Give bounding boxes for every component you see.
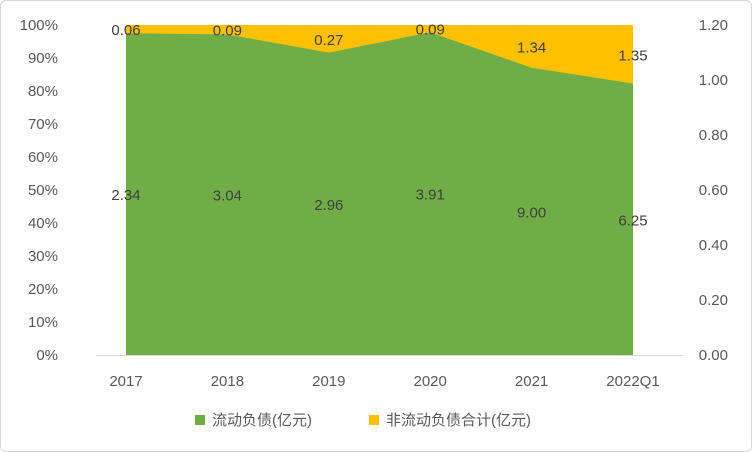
- legend-swatch-current: [195, 415, 205, 425]
- x-tick-label: 2022Q1: [606, 373, 659, 390]
- x-tick-label: 2019: [312, 373, 345, 390]
- data-label-current: 3.04: [213, 188, 242, 205]
- y-right-tick-label: 0.00: [699, 347, 728, 364]
- y-left-tick-label: 70%: [28, 116, 58, 133]
- data-label-noncurrent: 0.09: [416, 22, 445, 39]
- x-tick-label: 2017: [109, 373, 142, 390]
- legend-swatch-noncurrent: [369, 415, 379, 425]
- y-right-tick-label: 0.20: [699, 292, 728, 309]
- data-label-current: 2.96: [314, 197, 343, 214]
- legend-label-noncurrent: 非流动负债合计(亿元): [386, 412, 531, 429]
- x-tick-label: 2021: [515, 373, 548, 390]
- data-label-current: 6.25: [618, 212, 647, 229]
- y-left-tick-label: 40%: [28, 215, 58, 232]
- y-left-tick-label: 0%: [36, 347, 58, 364]
- y-right-tick-label: 0.40: [699, 237, 728, 254]
- y-left-tick-label: 10%: [28, 314, 58, 331]
- data-label-current: 9.00: [517, 204, 546, 221]
- data-label-noncurrent: 0.09: [213, 23, 242, 40]
- y-left-tick-label: 60%: [28, 149, 58, 166]
- y-left-tick-label: 20%: [28, 281, 58, 298]
- area-series-current-liabilities: [126, 32, 633, 356]
- data-label-noncurrent: 1.34: [517, 39, 546, 56]
- data-label-noncurrent: 1.35: [618, 47, 647, 64]
- y-left-tick-label: 30%: [28, 248, 58, 265]
- y-left-tick-label: 50%: [28, 182, 58, 199]
- data-label-current: 3.91: [416, 187, 445, 204]
- x-tick-label: 2018: [211, 373, 244, 390]
- y-left-tick-label: 90%: [28, 50, 58, 67]
- data-label-noncurrent: 0.06: [111, 22, 140, 39]
- data-label-noncurrent: 0.27: [314, 32, 343, 49]
- y-left-tick-label: 80%: [28, 83, 58, 100]
- legend-label-current: 流动负债(亿元): [212, 412, 312, 429]
- y-right-tick-label: 0.80: [699, 127, 728, 144]
- y-right-tick-label: 1.20: [699, 17, 728, 34]
- x-tick-label: 2020: [414, 373, 447, 390]
- y-right-tick-label: 1.00: [699, 72, 728, 89]
- data-label-current: 2.34: [111, 187, 140, 204]
- y-left-tick-label: 100%: [20, 17, 58, 34]
- y-right-tick-label: 0.60: [699, 182, 728, 199]
